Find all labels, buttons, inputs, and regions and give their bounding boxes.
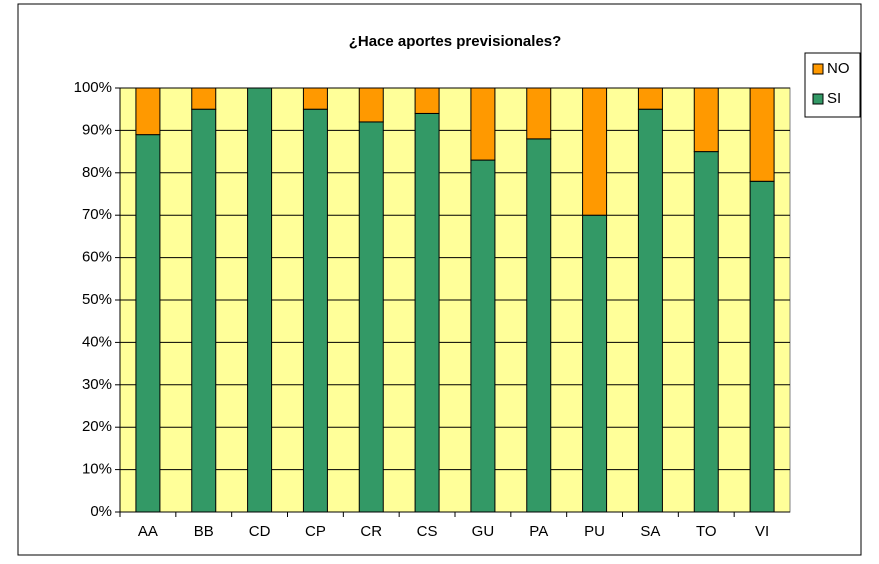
bar-segment xyxy=(414,87,440,114)
legend-swatch xyxy=(812,93,824,105)
x-tick-label: GU xyxy=(472,523,495,540)
bar-segment xyxy=(414,112,440,513)
y-tick-label: 80% xyxy=(82,164,112,181)
x-tick-label: BB xyxy=(194,523,214,540)
bar-segment xyxy=(749,180,775,513)
bar-segment xyxy=(358,121,384,513)
y-tick-label: 90% xyxy=(82,121,112,138)
x-tick-label: AA xyxy=(138,523,158,540)
x-tick-label: PA xyxy=(529,523,548,540)
y-tick-label: 30% xyxy=(82,376,112,393)
bar-segment xyxy=(135,87,161,136)
y-tick-label: 100% xyxy=(74,79,112,96)
x-tick-label: TO xyxy=(696,523,717,540)
y-tick-label: 10% xyxy=(82,461,112,478)
x-tick-label: CR xyxy=(360,523,382,540)
bar-segment xyxy=(693,87,719,153)
bar-segment xyxy=(582,87,608,216)
bar-segment xyxy=(302,87,328,110)
bar-segment xyxy=(693,151,719,513)
chart-title: ¿Hace aportes previsionales? xyxy=(349,33,562,50)
bar-segment xyxy=(637,108,663,513)
x-tick-label: CD xyxy=(249,523,271,540)
x-tick-label: SA xyxy=(640,523,660,540)
x-tick-label: CS xyxy=(417,523,438,540)
bar-segment xyxy=(582,214,608,513)
bar-segment xyxy=(191,87,217,110)
bar-segment xyxy=(191,108,217,513)
bar-segment xyxy=(135,134,161,513)
y-tick-label: 20% xyxy=(82,418,112,435)
x-tick-label: VI xyxy=(755,523,769,540)
bar-segment xyxy=(526,87,552,140)
x-tick-label: CP xyxy=(305,523,326,540)
legend-label: SI xyxy=(827,90,841,107)
bar-segment xyxy=(302,108,328,513)
legend-swatch xyxy=(812,63,824,75)
x-tick-label: PU xyxy=(584,523,605,540)
y-tick-label: 70% xyxy=(82,206,112,223)
bar-segment xyxy=(637,87,663,110)
y-tick-label: 0% xyxy=(90,503,112,520)
legend-label: NO xyxy=(827,60,850,77)
bar-segment xyxy=(247,87,273,513)
bar-segment xyxy=(358,87,384,123)
y-tick-label: 50% xyxy=(82,291,112,308)
bar-segment xyxy=(470,87,496,161)
y-tick-label: 60% xyxy=(82,249,112,266)
bar-segment xyxy=(526,138,552,513)
bar-segment xyxy=(749,87,775,182)
y-tick-label: 40% xyxy=(82,333,112,350)
bar-segment xyxy=(470,159,496,513)
